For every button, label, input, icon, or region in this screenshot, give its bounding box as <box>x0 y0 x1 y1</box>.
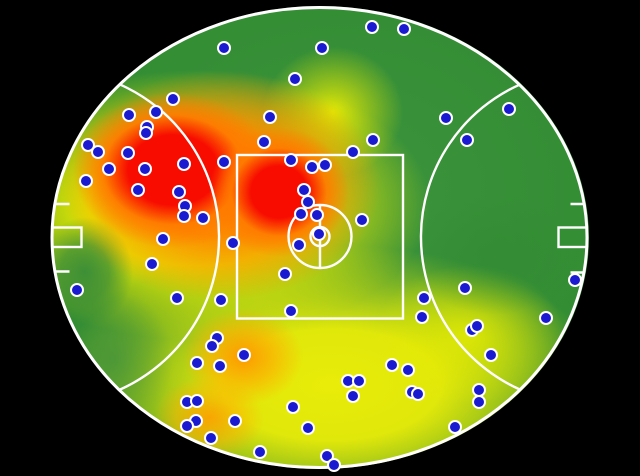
event-dot[interactable] <box>70 283 84 297</box>
event-dot[interactable] <box>355 213 369 227</box>
event-dot[interactable] <box>91 145 105 159</box>
event-dot[interactable] <box>253 445 267 459</box>
event-dot[interactable] <box>204 431 218 445</box>
event-dot[interactable] <box>284 304 298 318</box>
event-dot[interactable] <box>352 374 366 388</box>
event-dot[interactable] <box>205 339 219 353</box>
boundary-line <box>50 6 589 469</box>
event-dot[interactable] <box>470 319 484 333</box>
event-dot[interactable] <box>439 111 453 125</box>
event-dot[interactable] <box>366 133 380 147</box>
goal-square-left <box>53 226 83 249</box>
event-dot[interactable] <box>145 257 159 271</box>
event-dot[interactable] <box>214 293 228 307</box>
event-dot[interactable] <box>305 160 319 174</box>
event-dot[interactable] <box>502 102 516 116</box>
event-dot[interactable] <box>172 185 186 199</box>
event-dot[interactable] <box>217 155 231 169</box>
event-dot[interactable] <box>346 389 360 403</box>
event-dot[interactable] <box>484 348 498 362</box>
event-dot[interactable] <box>228 414 242 428</box>
event-dot[interactable] <box>417 291 431 305</box>
event-dot[interactable] <box>257 135 271 149</box>
event-dot[interactable] <box>237 348 251 362</box>
event-dot[interactable] <box>415 310 429 324</box>
event-dot[interactable] <box>397 22 411 36</box>
event-dot[interactable] <box>472 395 486 409</box>
event-dot[interactable] <box>315 41 329 55</box>
event-dot[interactable] <box>177 157 191 171</box>
fifty-metre-arc-left <box>116 82 221 391</box>
event-dot[interactable] <box>458 281 472 295</box>
event-dot[interactable] <box>131 183 145 197</box>
event-dot[interactable] <box>448 420 462 434</box>
event-dot[interactable] <box>568 273 582 287</box>
event-dot[interactable] <box>312 227 326 241</box>
event-dot[interactable] <box>196 211 210 225</box>
event-dot[interactable] <box>190 394 204 408</box>
event-dot[interactable] <box>292 238 306 252</box>
event-dot[interactable] <box>284 153 298 167</box>
event-dot[interactable] <box>190 356 204 370</box>
fifty-metre-arc-right <box>419 82 524 391</box>
event-dot[interactable] <box>460 133 474 147</box>
event-dot[interactable] <box>226 236 240 250</box>
event-dot[interactable] <box>180 419 194 433</box>
event-dot[interactable] <box>365 20 379 34</box>
event-dot[interactable] <box>327 458 341 472</box>
event-dot[interactable] <box>166 92 180 106</box>
event-dot[interactable] <box>318 158 332 172</box>
event-dot[interactable] <box>539 311 553 325</box>
event-dot[interactable] <box>294 207 308 221</box>
event-dot[interactable] <box>217 41 231 55</box>
event-dot[interactable] <box>213 359 227 373</box>
event-dot[interactable] <box>177 209 191 223</box>
event-dot[interactable] <box>138 162 152 176</box>
event-dot[interactable] <box>102 162 116 176</box>
event-dot[interactable] <box>401 363 415 377</box>
event-dot[interactable] <box>139 126 153 140</box>
event-dot[interactable] <box>286 400 300 414</box>
goal-square-right <box>557 226 586 249</box>
event-dot[interactable] <box>79 174 93 188</box>
event-dot[interactable] <box>301 195 315 209</box>
event-dot[interactable] <box>170 291 184 305</box>
event-dot[interactable] <box>385 358 399 372</box>
event-dot[interactable] <box>301 421 315 435</box>
event-dot[interactable] <box>156 232 170 246</box>
event-dot[interactable] <box>149 105 163 119</box>
event-dot[interactable] <box>288 72 302 86</box>
event-dot[interactable] <box>411 387 425 401</box>
event-dot[interactable] <box>263 110 277 124</box>
event-dot[interactable] <box>121 146 135 160</box>
event-dot[interactable] <box>122 108 136 122</box>
event-dot[interactable] <box>278 267 292 281</box>
event-dot[interactable] <box>346 145 360 159</box>
event-dot[interactable] <box>310 208 324 222</box>
